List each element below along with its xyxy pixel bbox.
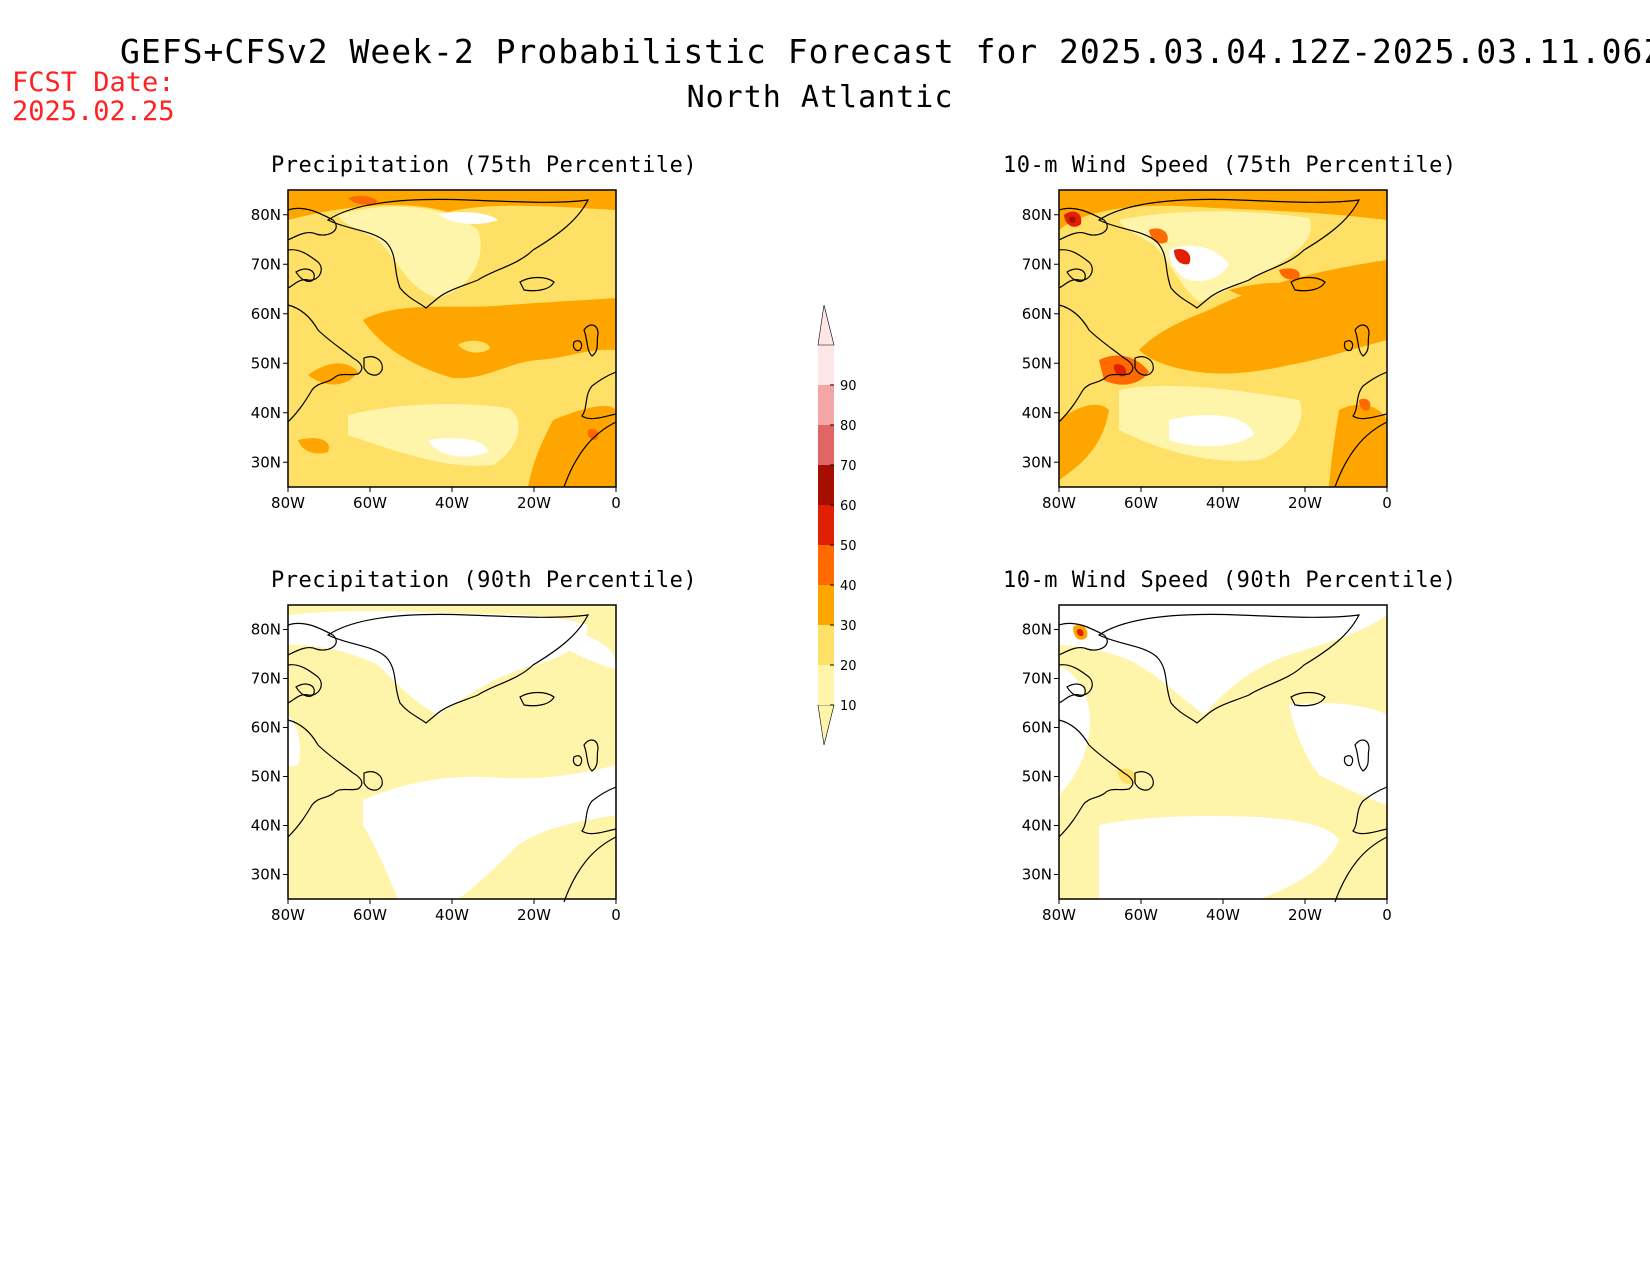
x-tick-label: 0 xyxy=(1382,494,1392,512)
colorbar: 10 20 30 40 50 60 70 80 90 xyxy=(817,304,857,746)
panel-title-wind-90: 10-m Wind Speed (90th Percentile) xyxy=(1003,568,1457,593)
colorbar-segment xyxy=(818,625,834,665)
y-tick-label: 80N xyxy=(1022,206,1052,224)
x-tick-label: 40W xyxy=(1206,906,1240,924)
colorbar-level-label: 70 xyxy=(840,459,857,474)
x-tick-label: 20W xyxy=(1288,906,1322,924)
map-precip-90 xyxy=(287,604,617,903)
y-tick-label: 60N xyxy=(1022,305,1052,323)
y-tick-label: 80N xyxy=(251,206,281,224)
y-tick-label: 30N xyxy=(1022,453,1052,471)
forecast-date-label: FCST Date: 2025.02.25 xyxy=(12,68,175,126)
y-tick-label: 50N xyxy=(1022,354,1052,372)
x-tick-label: 20W xyxy=(1288,494,1322,512)
map-wind-90 xyxy=(1058,604,1388,903)
y-tick-label: 80N xyxy=(251,621,281,639)
y-tick-label: 50N xyxy=(1022,768,1052,786)
colorbar-lower-tip xyxy=(817,704,835,746)
colorbar-segment xyxy=(818,345,834,385)
colorbar-segment xyxy=(818,425,834,465)
y-tick-label: 40N xyxy=(251,817,281,835)
y-tick-label: 60N xyxy=(1022,719,1052,737)
colorbar-segment xyxy=(818,505,834,545)
y-tick-label: 30N xyxy=(1022,866,1052,884)
x-tick-label: 0 xyxy=(611,494,621,512)
map-precip-75 xyxy=(287,189,617,488)
x-tick-label: 40W xyxy=(435,494,469,512)
y-tick-label: 30N xyxy=(251,866,281,884)
x-tick-label: 40W xyxy=(435,906,469,924)
y-tick-label: 60N xyxy=(251,305,281,323)
x-tick-label: 60W xyxy=(1124,494,1158,512)
x-tick-label: 20W xyxy=(517,494,551,512)
colorbar-level-label: 60 xyxy=(840,499,857,514)
colorbar-level-label: 20 xyxy=(840,659,857,674)
colorbar-upper-tip xyxy=(817,304,835,346)
colorbar-segment xyxy=(818,545,834,585)
colorbar-level-label: 10 xyxy=(840,699,857,714)
y-tick-label: 30N xyxy=(251,453,281,471)
axis-tick-labels: 80W 60W 40W 20W 0 80N 70N 60N 50N 40N 30N 80W 60W 40W… xyxy=(251,206,1392,924)
x-tick-label: 80W xyxy=(1042,494,1076,512)
map-wind-75 xyxy=(1058,189,1388,488)
y-tick-label: 70N xyxy=(251,670,281,688)
forecast-date-caption: FCST Date: xyxy=(12,67,175,98)
y-tick-label: 50N xyxy=(251,768,281,786)
panel-title-precip-75: Precipitation (75th Percentile) xyxy=(271,153,698,178)
colorbar-level-label: 50 xyxy=(840,539,857,554)
x-tick-label: 80W xyxy=(1042,906,1076,924)
x-tick-label: 40W xyxy=(1206,494,1240,512)
x-tick-label: 20W xyxy=(517,906,551,924)
colorbar-level-label: 90 xyxy=(840,379,857,394)
colorbar-segment xyxy=(818,465,834,505)
x-tick-label: 60W xyxy=(353,494,387,512)
y-tick-label: 70N xyxy=(1022,670,1052,688)
colorbar-segment xyxy=(818,385,834,425)
colorbar-segment xyxy=(818,665,834,705)
panel-title-precip-90: Precipitation (90th Percentile) xyxy=(271,568,698,593)
figure-subtitle: North Atlantic xyxy=(686,80,954,115)
y-tick-label: 70N xyxy=(251,255,281,273)
y-tick-label: 60N xyxy=(251,719,281,737)
x-tick-label: 0 xyxy=(611,906,621,924)
y-tick-label: 50N xyxy=(251,354,281,372)
y-tick-label: 70N xyxy=(1022,255,1052,273)
x-tick-label: 80W xyxy=(271,494,305,512)
panel-title-wind-75: 10-m Wind Speed (75th Percentile) xyxy=(1003,153,1457,178)
figure-title: GEFS+CFSv2 Week-2 Probabilistic Forecast… xyxy=(120,32,1650,71)
y-tick-label: 40N xyxy=(1022,404,1052,422)
y-tick-label: 40N xyxy=(1022,817,1052,835)
x-tick-label: 60W xyxy=(1124,906,1158,924)
x-tick-label: 60W xyxy=(353,906,387,924)
x-tick-label: 80W xyxy=(271,906,305,924)
x-tick-label: 0 xyxy=(1382,906,1392,924)
y-tick-label: 40N xyxy=(251,404,281,422)
colorbar-level-label: 80 xyxy=(840,419,857,434)
colorbar-level-label: 30 xyxy=(840,619,857,634)
colorbar-level-label: 40 xyxy=(840,579,857,594)
forecast-date-value: 2025.02.25 xyxy=(12,96,175,127)
colorbar-segment xyxy=(818,585,834,625)
y-tick-label: 80N xyxy=(1022,621,1052,639)
